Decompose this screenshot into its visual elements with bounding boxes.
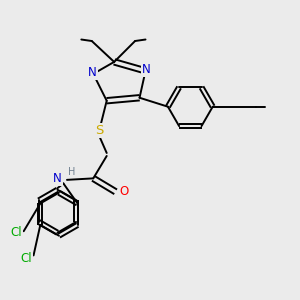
- Text: Cl: Cl: [11, 226, 22, 239]
- Text: N: N: [142, 63, 151, 76]
- Text: Cl: Cl: [20, 253, 32, 266]
- Text: N: N: [53, 172, 62, 184]
- Text: S: S: [95, 124, 103, 137]
- Text: H: H: [68, 167, 76, 177]
- Text: O: O: [119, 185, 128, 198]
- Text: N: N: [88, 66, 97, 79]
